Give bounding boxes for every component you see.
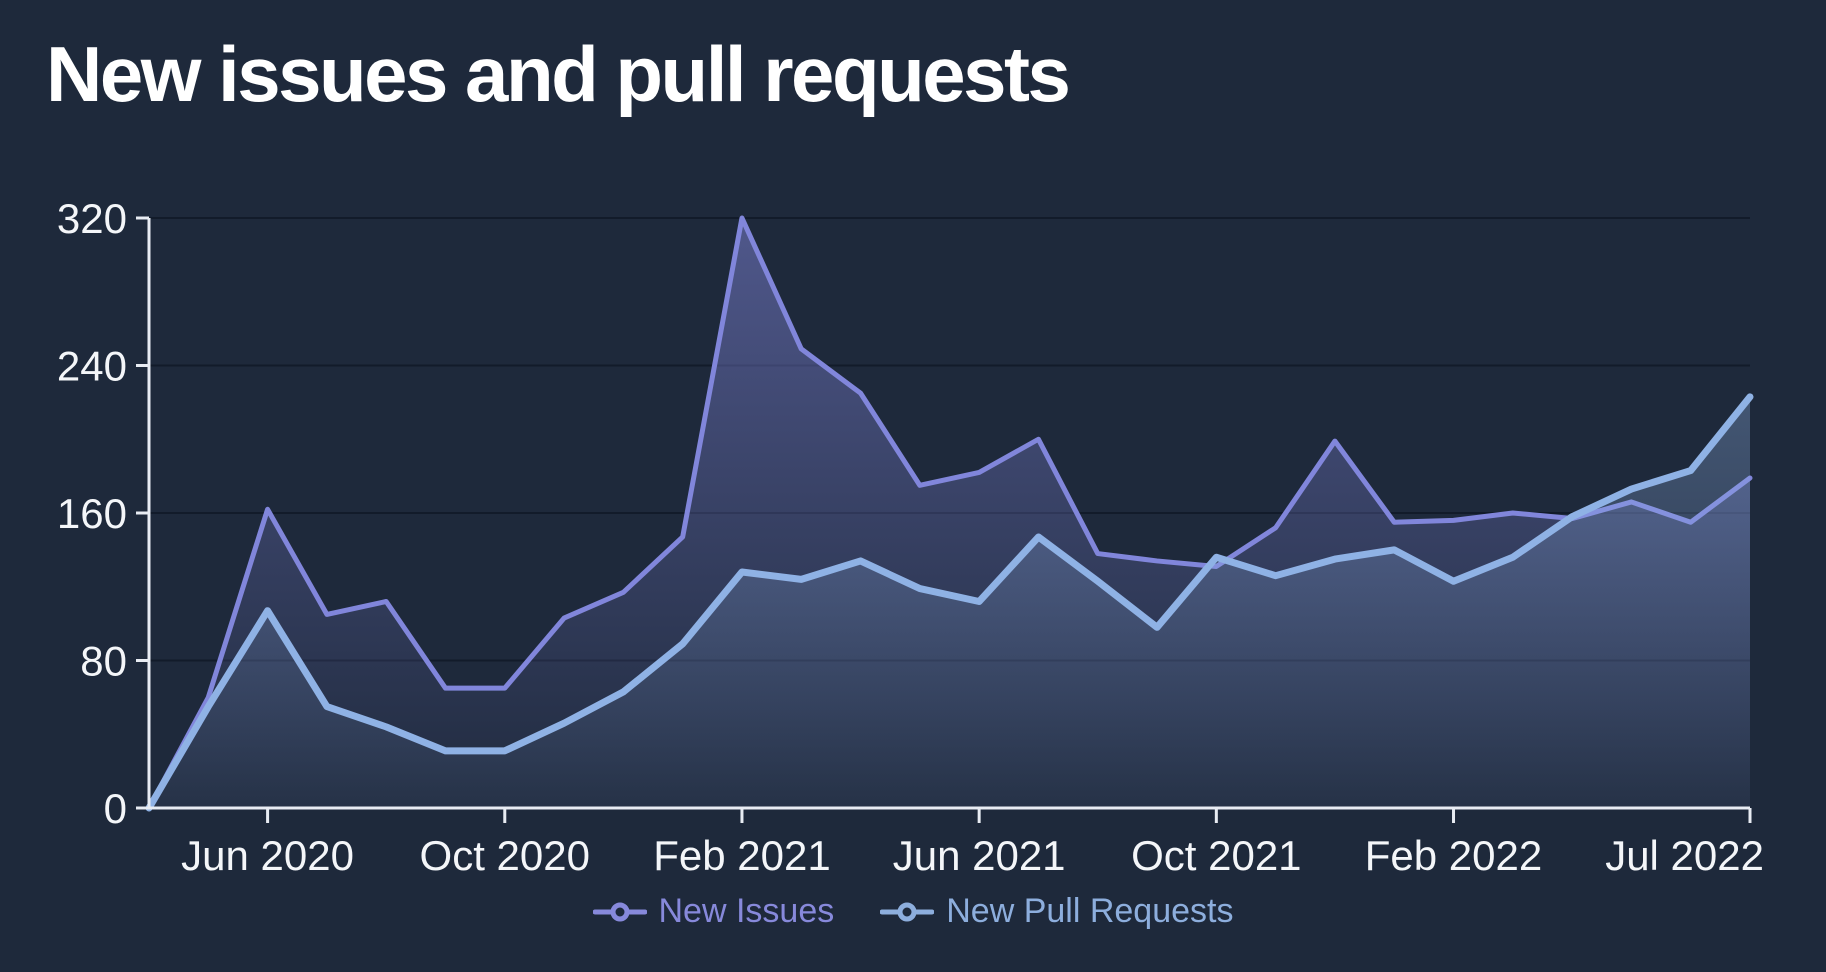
- series-line-new-pull-requests: [145, 393, 1754, 812]
- series-line-new-issues: [146, 215, 1753, 811]
- x-tick-label: Jun 2020: [181, 832, 354, 879]
- y-tick-label: 320: [57, 195, 127, 242]
- y-tick-label: 240: [57, 343, 127, 390]
- chart-legend: New Issues New Pull Requests: [0, 892, 1826, 931]
- x-tick-label: Oct 2020: [420, 832, 590, 879]
- x-tick-label: Oct 2021: [1131, 832, 1301, 879]
- x-tick-label: Feb 2021: [653, 832, 830, 879]
- legend-label: New Issues: [658, 892, 835, 930]
- x-tick-label: Jul 2022: [1605, 832, 1764, 879]
- legend-line-circle-icon: [880, 899, 935, 925]
- y-tick-label: 80: [80, 638, 127, 685]
- y-tick-label: 160: [57, 490, 127, 537]
- legend-line-circle-icon: [592, 899, 647, 925]
- y-tick-label: 0: [104, 785, 127, 832]
- chart-title: New issues and pull requests: [46, 30, 1071, 118]
- legend-label: New Pull Requests: [946, 892, 1234, 930]
- x-tick-label: Jun 2021: [893, 832, 1066, 879]
- x-tick-label: Feb 2022: [1365, 832, 1542, 879]
- series-area-new-pull-requests: [149, 396, 1750, 808]
- legend-item-new-issues[interactable]: New Issues: [592, 892, 835, 931]
- legend-item-new-pull-requests[interactable]: New Pull Requests: [880, 892, 1233, 931]
